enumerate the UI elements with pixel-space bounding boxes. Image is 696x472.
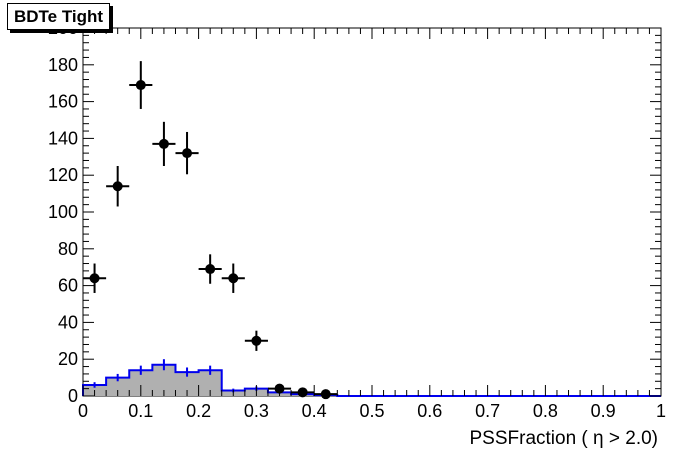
data-point — [175, 131, 199, 175]
x-axis-tick-label: 0.6 — [417, 401, 442, 421]
x-axis-tick-label: 0.5 — [359, 401, 384, 421]
data-marker — [182, 148, 193, 159]
plot-frame — [82, 27, 662, 397]
data-marker — [274, 383, 285, 394]
data-marker — [135, 80, 146, 91]
y-axis-tick-label: 160 — [48, 92, 78, 112]
x-axis-tick-label: 1 — [656, 401, 666, 421]
data-points-series — [83, 61, 338, 400]
data-point — [129, 61, 153, 109]
data-marker — [89, 273, 100, 284]
data-marker — [158, 138, 169, 149]
y-axis-tick-label: 60 — [58, 276, 78, 296]
y-axis-tick-label: 40 — [58, 312, 78, 332]
data-point — [244, 330, 268, 351]
y-axis-tick-label: 120 — [48, 165, 78, 185]
x-axis-tick-label: 0.4 — [302, 401, 327, 421]
data-marker — [228, 273, 239, 284]
x-axis-tick-label: 0.7 — [475, 401, 500, 421]
x-axis-tick-label: 0.9 — [591, 401, 616, 421]
histogram-fill — [83, 364, 338, 396]
data-point — [106, 166, 130, 207]
data-point — [221, 263, 245, 293]
y-axis-tick-label: 20 — [58, 349, 78, 369]
y-axis-tick-label: 80 — [58, 239, 78, 259]
x-axis-tick-label: 0.1 — [128, 401, 153, 421]
x-axis-label: PSSFraction ( η > 2.0) — [470, 428, 659, 449]
y-axis-tick-label: 0 — [68, 386, 78, 406]
data-point — [152, 121, 176, 166]
chart-title: BDTe Tight — [7, 3, 111, 30]
x-axis-tick-label: 0.8 — [533, 401, 558, 421]
data-marker — [205, 264, 216, 275]
y-axis-tick-label: 180 — [48, 55, 78, 75]
y-axis-tick-label: 140 — [48, 128, 78, 148]
x-axis-tick-label: 0.2 — [186, 401, 211, 421]
data-marker — [112, 181, 123, 192]
data-point — [198, 254, 222, 284]
y-axis-tick-label: 100 — [48, 202, 78, 222]
x-axis-tick-label: 0.3 — [244, 401, 269, 421]
data-marker — [251, 335, 262, 346]
x-axis-tick-label: 0 — [78, 401, 88, 421]
